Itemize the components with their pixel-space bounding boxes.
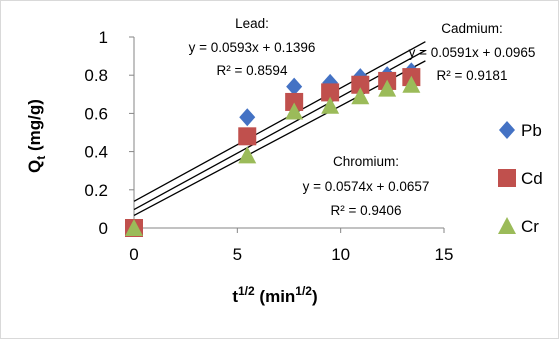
tick-labels: 00.20.40.60.810 5 10 15: [84, 28, 453, 264]
data-point-cr: [321, 96, 340, 114]
y-axis-title: Qt (mg/g): [25, 99, 48, 173]
data-points: [125, 62, 421, 237]
data-point-cd: [351, 75, 370, 94]
y-tick-label: 0.6: [84, 104, 108, 123]
x-tick-label: 15: [435, 245, 454, 264]
annotation-chromium-line-3: R² = 0.9406: [331, 203, 402, 218]
legend-marker-cd: [498, 169, 516, 187]
x-tick-label: 5: [233, 245, 242, 264]
annotation-cadmium: Cadmium: y = 0.0591x + 0.0965 R² = 0.918…: [409, 21, 536, 83]
data-point-cr: [378, 79, 397, 97]
trendline-pb: [133, 41, 426, 202]
x-tick-label: 0: [129, 245, 138, 264]
annotation-lead-line-2: y = 0.0593x + 0.1396: [189, 40, 316, 55]
data-point-cr: [351, 87, 370, 105]
annotation-lead-line-1: Lead:: [235, 16, 269, 31]
x-tick-label: 10: [331, 245, 350, 264]
x-axis-title: t1/2 (min1/2): [232, 284, 317, 306]
data-point-cd: [285, 92, 304, 111]
legend-marker-cr: [498, 217, 516, 234]
y-tick-label: 1: [99, 28, 108, 47]
data-point-cr: [402, 75, 421, 93]
data-point-cd: [238, 127, 257, 146]
annotation-cadmium-line-2: y = 0.0591x + 0.0965: [409, 45, 536, 60]
data-point-cr: [285, 102, 304, 120]
y-tick-label: 0.2: [84, 181, 108, 200]
legend: Pb Cd Cr: [498, 121, 543, 236]
data-point-pb: [286, 77, 303, 96]
trendline-cd: [133, 49, 426, 211]
data-point-cr: [238, 146, 257, 164]
annotation-chromium: Chromium: y = 0.0574x + 0.0657 R² = 0.94…: [303, 154, 430, 218]
data-point-cd: [321, 83, 340, 102]
trendlines: [133, 41, 426, 217]
data-point-pb: [239, 108, 256, 127]
legend-label-cr: Cr: [521, 217, 539, 236]
y-tick-label: 0.8: [84, 66, 108, 85]
legend-label-pb: Pb: [521, 121, 542, 140]
annotation-lead: Lead: y = 0.0593x + 0.1396 R² = 0.8594: [189, 16, 316, 78]
trendline-cr: [133, 60, 426, 217]
annotation-chromium-line-1: Chromium:: [333, 154, 399, 169]
annotation-chromium-line-2: y = 0.0574x + 0.0657: [303, 179, 430, 194]
legend-marker-pb: [499, 121, 515, 139]
data-point-cr: [125, 219, 143, 236]
legend-label-cd: Cd: [521, 169, 543, 188]
y-tick-label: 0.4: [84, 143, 108, 162]
annotation-cadmium-line-3: R² = 0.9181: [437, 68, 508, 83]
annotation-lead-line-3: R² = 0.8594: [217, 63, 288, 78]
annotation-cadmium-line-1: Cadmium:: [441, 21, 503, 36]
y-tick-label: 0: [99, 219, 108, 238]
